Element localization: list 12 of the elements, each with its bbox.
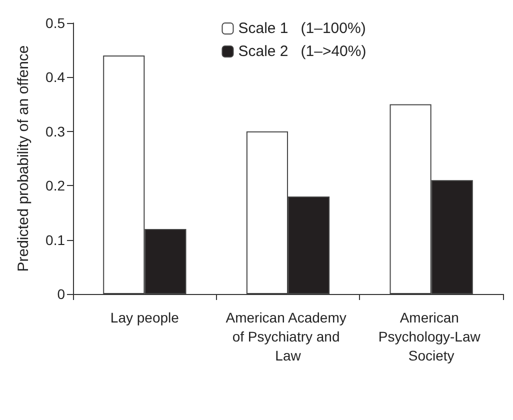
x-tick-label: American Academy of Psychiatry and Law — [226, 310, 350, 364]
legend-label: Scale 2 (1–>40%) — [238, 43, 366, 60]
legend-label: Scale 1 (1–100%) — [238, 20, 366, 37]
y-tick-label: 0 — [57, 286, 66, 302]
x-tick-label: Lay people — [110, 310, 180, 326]
y-tick-label: 0.4 — [46, 69, 66, 86]
y-tick-label: 0.3 — [46, 123, 66, 140]
x-tick-label: American Psychology-Law Society — [378, 310, 484, 364]
y-tick-label: 0.2 — [46, 178, 66, 194]
y-tick-label: 0.1 — [46, 232, 66, 248]
y-tick-label: 0.5 — [46, 15, 66, 31]
y-axis-title: Predicted probability of an offence — [15, 45, 32, 272]
